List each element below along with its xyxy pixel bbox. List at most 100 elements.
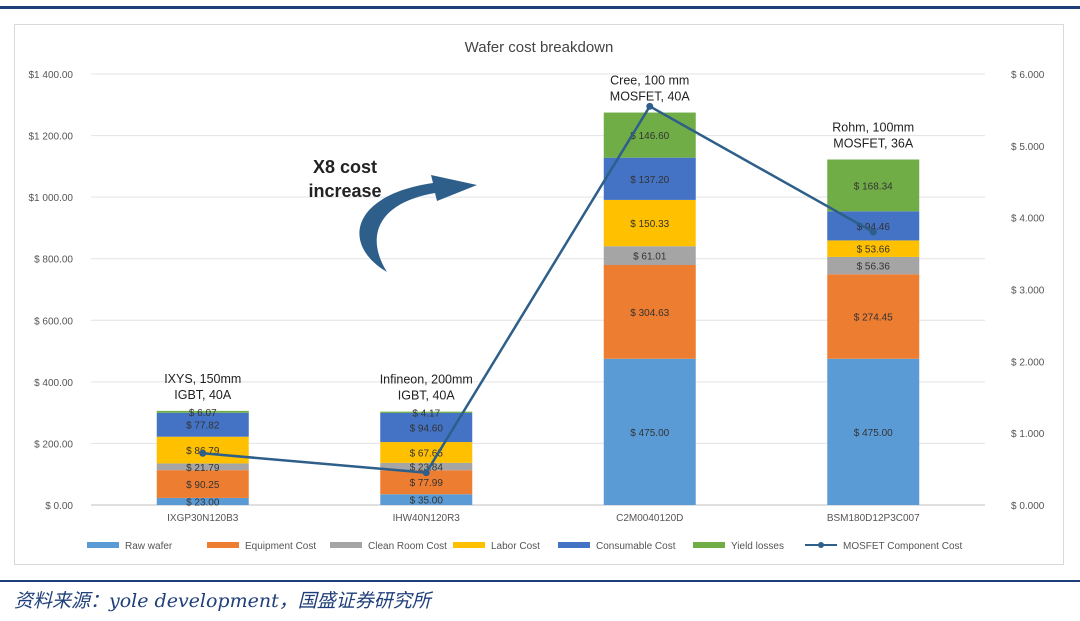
component-cost-point: [646, 102, 654, 110]
legend-label: Yield losses: [731, 541, 784, 552]
bar-segment: [603, 264, 696, 359]
bar-value-label: $ 77.82: [186, 421, 220, 432]
y-tick-label: $ 0.00: [45, 501, 73, 512]
category-annotation-line: Infineon, 200mm: [380, 373, 473, 387]
stacked-bars: [156, 112, 920, 505]
component-cost-polyline: [202, 104, 874, 474]
y2-tick-label: $ 0.000: [1011, 501, 1045, 512]
legend: Raw wafer Equipment Cost Clean Room Cost La…: [87, 541, 963, 552]
y-axis-right: $ 0.000 $ 1.000 $ 2.000 $ 3.000 $ 4.000 $ 5.0…: [1011, 70, 1045, 512]
category-annotation-line: MOSFET, 40A: [610, 90, 691, 104]
bar-segment: [603, 199, 696, 247]
bar-segment: [156, 470, 249, 498]
y2-tick-label: $ 1.000: [1011, 429, 1045, 440]
bar-value-label: $ 67.65: [410, 448, 444, 459]
y-tick-label: $ 200.00: [34, 439, 73, 450]
y-axis-left: $ 0.00 $ 200.00 $ 400.00 $ 600.00 $ 800.00 $1…: [29, 70, 74, 512]
bar-value-label: $ 21.79: [186, 463, 220, 474]
legend-label: Labor Cost: [491, 541, 540, 552]
bar-value-label: $ 61.01: [633, 252, 667, 263]
bar-segment: [156, 410, 249, 413]
category-annotation-line: IGBT, 40A: [398, 389, 456, 403]
bottom-rule: [0, 580, 1080, 582]
bar-segment: [156, 497, 249, 505]
bar-segment: [380, 442, 473, 463]
bar-value-label: $ 137.20: [630, 175, 669, 186]
legend-label: Consumable Cost: [596, 541, 676, 552]
bar-value-label: $ 94.46: [857, 222, 891, 233]
component-cost-point: [199, 449, 207, 457]
bar-segment: [827, 358, 920, 505]
bar-value-label: $ 475.00: [630, 428, 669, 439]
bar-segment: [827, 274, 920, 359]
annotation-line-2: increase: [308, 181, 381, 201]
bar-segment: [603, 157, 696, 200]
y-tick-label: $ 800.00: [34, 255, 73, 266]
bar-value-label: $ 77.99: [410, 478, 444, 489]
y2-tick-label: $ 3.000: [1011, 286, 1045, 297]
bar-segment: [603, 358, 696, 505]
bar-data-labels: $ 23.00$ 90.25$ 21.79$ 86.79$ 77.82$ 6.0…: [186, 131, 893, 508]
category-annotation-line: Cree, 100 mm: [610, 74, 689, 88]
source-note: 资料来源：yole development，国盛证券研究所: [14, 590, 431, 612]
bar-segment: [603, 246, 696, 265]
bar-value-label: $ 6.07: [189, 408, 217, 419]
y-tick-label: $1 000.00: [29, 193, 74, 204]
bar-value-label: $ 94.60: [410, 423, 444, 434]
bar-segment: [156, 463, 249, 471]
bar-value-label: $ 4.17: [412, 408, 440, 419]
bar-value-label: $ 56.36: [857, 262, 891, 273]
bar-segment: [827, 256, 920, 275]
x-tick-label: BSM180D12P3C007: [827, 513, 920, 524]
bar-segment: [380, 462, 473, 471]
bar-segment: [603, 112, 696, 158]
bar-segment: [380, 494, 473, 505]
chart-frame: Wafer cost breakdown $ 0.00 $ 200.00 $ 400…: [14, 24, 1064, 565]
y-tick-label: $ 400.00: [34, 378, 73, 389]
y2-tick-label: $ 6.000: [1011, 70, 1045, 81]
component-cost-point: [869, 228, 877, 236]
x-tick-label: IHW40N120R3: [393, 513, 461, 524]
bar-value-label: $ 35.00: [410, 496, 444, 507]
bar-value-label: $ 146.60: [630, 131, 669, 142]
y2-tick-label: $ 4.000: [1011, 214, 1045, 225]
bar-value-label: $ 304.63: [630, 308, 669, 319]
bar-segment: [380, 411, 473, 413]
category-annotation-line: IGBT, 40A: [174, 388, 232, 402]
curved-arrow-icon: [359, 175, 477, 272]
bar-segment: [827, 240, 920, 257]
legend-swatch: [330, 542, 362, 548]
component-cost-point: [422, 469, 430, 477]
bar-value-label: $ 23.84: [410, 463, 444, 474]
bar-value-label: $ 90.25: [186, 480, 220, 491]
legend-label: MOSFET Component Cost: [843, 541, 963, 552]
category-annotation-line: IXYS, 150mm: [164, 372, 241, 386]
legend-label: Raw wafer: [125, 541, 173, 552]
cost-increase-annotation: X8 cost increase: [308, 157, 477, 272]
top-rule: [0, 6, 1080, 9]
wafer-cost-chart: Wafer cost breakdown $ 0.00 $ 200.00 $ 400…: [29, 39, 1045, 552]
category-annotation-line: Rohm, 100mm: [832, 121, 914, 135]
legend-swatch: [207, 542, 239, 548]
x-tick-label: IXGP30N120B3: [167, 513, 239, 524]
y2-tick-label: $ 5.000: [1011, 142, 1045, 153]
bar-value-label: $ 150.33: [630, 219, 669, 230]
y-tick-label: $1 400.00: [29, 70, 74, 81]
bar-value-label: $ 53.66: [857, 245, 891, 256]
bar-segment: [156, 412, 249, 437]
y2-tick-label: $ 2.000: [1011, 357, 1045, 368]
x-tick-label: C2M0040120D: [616, 513, 683, 524]
legend-swatch: [558, 542, 590, 548]
category-annotations: IXYS, 150mm IGBT, 40A Infineon, 200mm IGBT,…: [164, 74, 914, 403]
chart-title: Wafer cost breakdown: [465, 39, 614, 56]
category-annotation-line: MOSFET, 36A: [833, 137, 914, 151]
x-axis: IXGP30N120B3 IHW40N120R3 C2M0040120D BSM180…: [167, 513, 920, 524]
legend-swatch: [693, 542, 725, 548]
bar-value-label: $ 475.00: [854, 428, 893, 439]
bar-value-label: $ 168.34: [854, 181, 893, 192]
bar-segment: [827, 159, 920, 212]
y-tick-label: $1 200.00: [29, 132, 74, 143]
annotation-line-1: X8 cost: [313, 157, 377, 177]
legend-swatch: [87, 542, 119, 548]
component-cost-line: [199, 102, 877, 477]
